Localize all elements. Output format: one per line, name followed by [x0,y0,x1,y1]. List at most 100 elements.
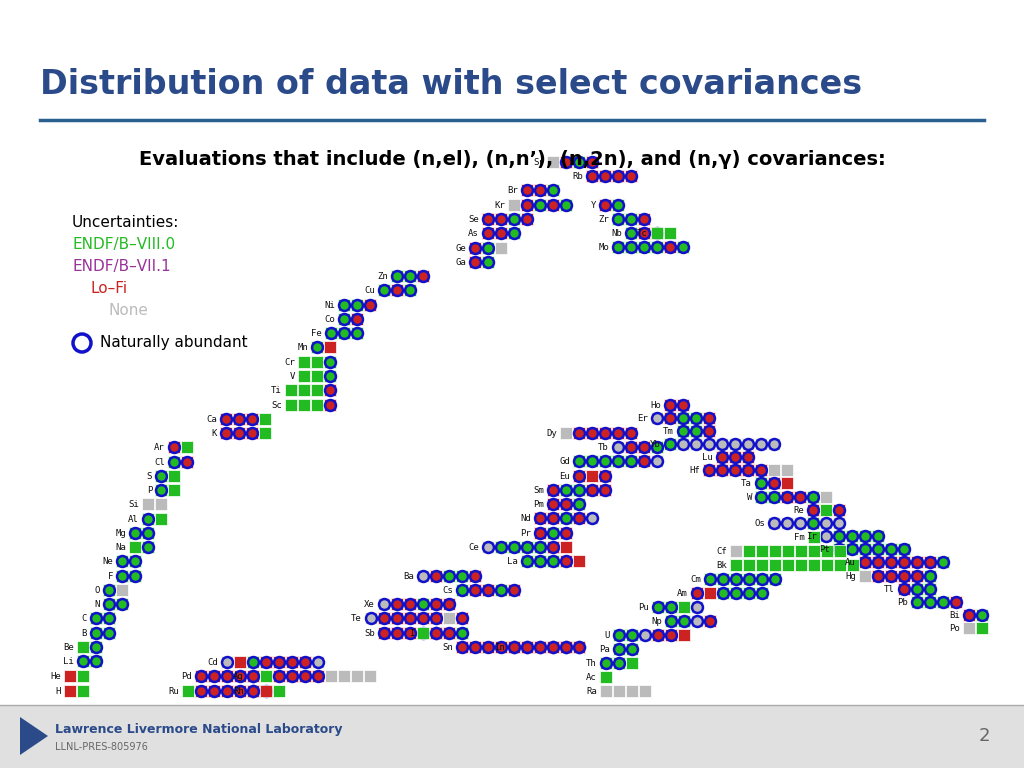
Bar [469,256,481,268]
Bar [168,441,180,453]
Bar [612,455,624,467]
Bar [769,545,781,557]
Bar [625,227,637,239]
Text: Os: Os [755,519,765,528]
Bar [443,627,455,639]
Text: Hf: Hf [689,466,700,475]
Text: Ce: Ce [468,543,479,552]
Text: Ne: Ne [102,557,113,566]
Bar [116,570,128,582]
Bar [859,530,871,542]
Bar [90,655,102,667]
Text: Uncertainties:: Uncertainties: [72,215,179,230]
Bar [599,427,611,439]
Text: S: S [146,472,152,481]
Bar [664,241,676,253]
Bar [573,484,585,496]
Bar [599,455,611,467]
Text: U: U [604,631,610,640]
Bar [573,470,585,482]
Bar [482,584,494,596]
Bar [743,573,755,585]
Bar [482,541,494,553]
Bar [573,156,585,168]
Bar [417,598,429,610]
Bar [534,555,546,567]
Bar [129,527,141,539]
Bar [691,587,703,599]
Text: Rb: Rb [572,172,583,181]
Bar [391,284,403,296]
Bar [586,427,598,439]
Bar [299,656,311,668]
Text: Al: Al [128,515,139,524]
Bar [638,227,650,239]
Bar [911,556,923,568]
Bar [547,156,559,168]
Text: Cf: Cf [716,547,727,556]
Bar [717,587,729,599]
Bar [612,441,624,453]
Text: Nd: Nd [520,514,531,523]
Bar [729,438,741,450]
Bar [142,527,154,539]
Text: Be: Be [63,643,74,652]
Bar [443,598,455,610]
Bar [885,556,897,568]
Text: Tc: Tc [637,229,648,238]
Bar [730,573,742,585]
Text: Zr: Zr [598,215,609,224]
Bar [833,517,845,529]
Bar [404,612,416,624]
Bar [626,629,638,641]
Bar [573,427,585,439]
Bar [103,627,115,639]
Bar [625,213,637,225]
Bar [808,545,820,557]
Bar [872,556,884,568]
Bar [625,441,637,453]
Bar [612,241,624,253]
Bar [404,284,416,296]
Bar [351,670,362,682]
Bar [613,685,625,697]
Bar [638,213,650,225]
Bar [129,555,141,567]
Bar [833,530,845,542]
Bar [677,412,689,424]
Text: Naturally abundant: Naturally abundant [100,336,248,350]
Bar [417,627,429,639]
Bar [259,427,271,439]
Bar [729,451,741,463]
Bar [338,313,350,325]
Bar [430,627,442,639]
Bar [560,498,572,510]
Bar [626,643,638,655]
Bar [625,241,637,253]
Text: Te: Te [351,614,362,623]
Bar [547,512,559,524]
Bar [808,531,820,543]
Bar [168,470,180,482]
Bar [911,570,923,582]
Bar [482,227,494,239]
Bar [129,541,141,553]
Bar [976,609,988,621]
Bar [924,556,936,568]
Text: Gd: Gd [559,457,570,466]
Bar [573,641,585,653]
Bar [755,438,767,450]
Text: Cs: Cs [442,586,453,595]
Bar [586,484,598,496]
Text: Po: Po [949,624,961,633]
Bar [521,199,534,211]
Bar [142,541,154,553]
Text: Ir: Ir [806,532,817,541]
Bar [364,299,376,311]
Bar [834,559,846,571]
Bar [859,556,871,568]
Text: Na: Na [116,543,126,552]
Text: Pu: Pu [638,603,649,612]
Bar [924,570,936,582]
Text: Nb: Nb [611,229,622,238]
